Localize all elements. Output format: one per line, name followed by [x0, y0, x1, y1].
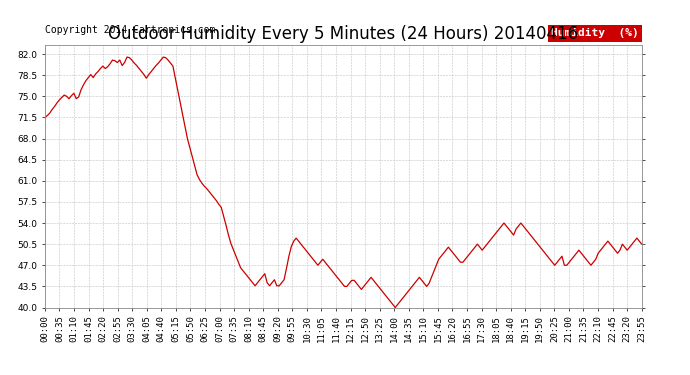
Text: Copyright 2014 Cartronics.com: Copyright 2014 Cartronics.com: [45, 24, 215, 34]
Title: Outdoor Humidity Every 5 Minutes (24 Hours) 20140416: Outdoor Humidity Every 5 Minutes (24 Hou…: [108, 26, 578, 44]
Text: Humidity  (%): Humidity (%): [551, 28, 639, 38]
